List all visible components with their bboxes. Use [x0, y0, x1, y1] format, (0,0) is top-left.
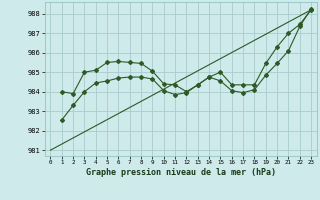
X-axis label: Graphe pression niveau de la mer (hPa): Graphe pression niveau de la mer (hPa)	[86, 168, 276, 177]
